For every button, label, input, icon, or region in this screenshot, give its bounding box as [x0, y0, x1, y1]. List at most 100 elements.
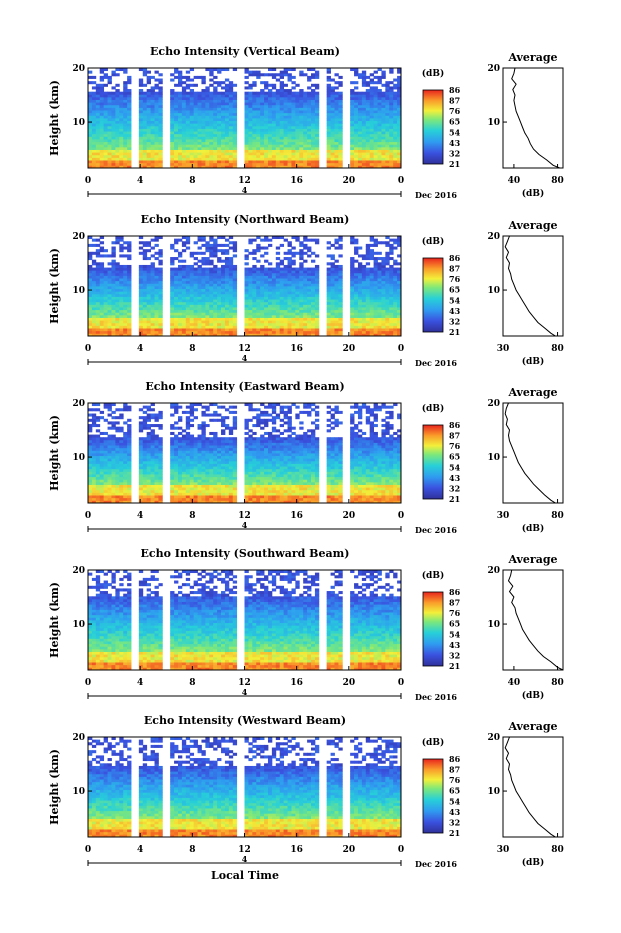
heatmap-cell — [256, 244, 260, 247]
heatmap-cell — [299, 144, 303, 147]
heatmap-cell — [190, 275, 194, 278]
heatmap-cell — [100, 157, 104, 160]
heatmap-cell — [385, 273, 389, 276]
heatmap-cell — [311, 273, 315, 276]
heatmap-cell — [256, 289, 260, 292]
heatmap-cell — [170, 144, 174, 147]
heatmap-cell — [389, 328, 393, 331]
heatmap-cell — [186, 147, 190, 150]
heatmap-cell — [378, 289, 382, 292]
heatmap-cell — [381, 283, 385, 286]
heatmap-cell — [92, 268, 96, 271]
heatmap-cell — [381, 315, 385, 318]
heatmap-cell — [252, 163, 256, 166]
heatmap-cell — [260, 328, 264, 331]
heatmap-cell — [108, 466, 112, 469]
heatmap-cell — [88, 294, 92, 297]
heatmap-cell — [378, 118, 382, 121]
heatmap-cell — [123, 320, 127, 323]
heatmap-cell — [370, 325, 374, 328]
heatmap-cell — [96, 262, 100, 265]
heatmap-cell — [374, 113, 378, 116]
heatmap-cell — [139, 294, 143, 297]
heatmap-cell — [291, 110, 295, 113]
heatmap-cell — [96, 471, 100, 474]
heatmap-cell — [119, 118, 123, 121]
heatmap-cell — [303, 307, 307, 310]
heatmap-cell — [311, 142, 315, 145]
heatmap-cell — [217, 84, 221, 87]
heatmap-cell — [229, 115, 233, 118]
heatmap-cell — [119, 147, 123, 150]
heatmap-cell — [276, 97, 280, 100]
heatmap-cell — [291, 102, 295, 105]
heatmap-cell — [334, 325, 338, 328]
heatmap-cell — [225, 97, 229, 100]
heatmap-cell — [385, 92, 389, 95]
heatmap-cell — [88, 126, 92, 129]
heatmap-cell — [151, 160, 155, 163]
heatmap-cell — [385, 323, 389, 326]
heatmap-cell — [366, 283, 370, 286]
heatmap-cell — [155, 291, 159, 294]
heatmap-cell — [248, 94, 252, 97]
heatmap-cell — [264, 252, 268, 255]
heatmap-cell — [123, 157, 127, 160]
heatmap-cell — [370, 139, 374, 142]
heatmap-cell — [115, 265, 119, 268]
heatmap-cell — [155, 136, 159, 139]
heatmap-cell — [229, 147, 233, 150]
heatmap-cell — [358, 299, 362, 302]
heatmap-cell — [354, 320, 358, 323]
heatmap-cell — [378, 312, 382, 315]
heatmap-cell — [389, 147, 393, 150]
heatmap-cell — [111, 97, 115, 100]
heatmap-cell — [248, 283, 252, 286]
heatmap-cell — [362, 273, 366, 276]
heatmap-cell — [389, 315, 393, 318]
heatmap-cell — [358, 147, 362, 150]
heatmap-cell — [139, 416, 143, 419]
heatmap-cell — [307, 113, 311, 116]
heatmap-cell — [213, 139, 217, 142]
heatmap-cell — [139, 315, 143, 318]
heatmap-cell — [96, 110, 100, 113]
heatmap-cell — [201, 155, 205, 158]
heatmap-cell — [276, 275, 280, 278]
heatmap-cell — [374, 262, 378, 265]
heatmap-cell — [233, 139, 237, 142]
heatmap-cell — [96, 123, 100, 126]
heatmap-cell — [354, 94, 358, 97]
heatmap-cell — [96, 304, 100, 307]
heatmap-cell — [127, 270, 131, 273]
heatmap-cell — [385, 268, 389, 271]
heatmap-cell — [198, 252, 202, 255]
heatmap-cell — [374, 102, 378, 105]
heatmap-cell — [209, 113, 213, 116]
heatmap-cell — [104, 157, 108, 160]
heatmap-cell — [370, 129, 374, 132]
heatmap-cell — [139, 479, 143, 482]
heatmap-cell — [104, 304, 108, 307]
heatmap-cell — [295, 302, 299, 305]
heatmap-cell — [100, 105, 104, 108]
heatmap-cell — [96, 495, 100, 498]
heatmap-cell — [311, 129, 315, 132]
heatmap-cell — [288, 131, 292, 134]
heatmap-cell — [182, 294, 186, 297]
heatmap-cell — [233, 249, 237, 252]
heatmap-cell — [280, 297, 284, 300]
heatmap-cell — [178, 315, 182, 318]
heatmap-cell — [92, 307, 96, 310]
heatmap-cell — [104, 310, 108, 313]
heatmap-cell — [111, 281, 115, 284]
heatmap-cell — [104, 155, 108, 158]
heatmap-cell — [151, 76, 155, 79]
heatmap-cell — [350, 129, 354, 132]
heatmap-cell — [362, 163, 366, 166]
heatmap-cell — [393, 144, 397, 147]
colorbar-tick-label: 86 — [449, 85, 461, 95]
heatmap-cell — [393, 289, 397, 292]
heatmap-cell — [370, 297, 374, 300]
heatmap-cell — [108, 474, 112, 477]
